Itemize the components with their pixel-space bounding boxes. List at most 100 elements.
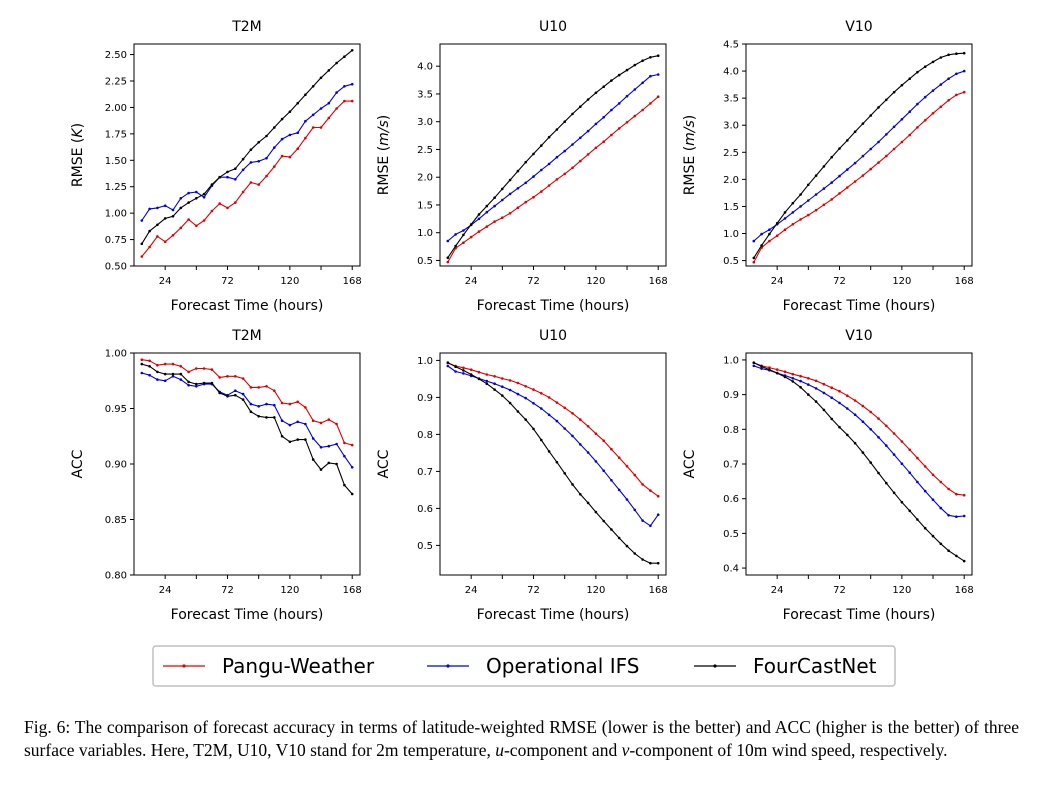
data-point-fourcastnet: [916, 70, 919, 74]
data-point-pangu-weather: [610, 447, 613, 451]
data-point-fourcastnet: [516, 410, 520, 413]
x-tick-label: 168: [955, 585, 974, 596]
data-point-fourcastnet: [649, 561, 652, 565]
data-point-fourcastnet: [799, 193, 802, 196]
data-point-fourcastnet: [218, 175, 221, 179]
plot-frame: [133, 352, 361, 576]
data-point-pangu-weather: [939, 480, 943, 484]
data-point-fourcastnet: [469, 223, 473, 226]
data-point-pangu-weather: [861, 404, 865, 408]
data-point-pangu-weather: [469, 235, 473, 239]
data-point-pangu-weather: [555, 178, 559, 181]
data-point-operational-ifs: [257, 405, 261, 408]
data-point-fourcastnet: [939, 56, 943, 59]
y-tick-label: 1.50: [105, 156, 127, 167]
data-point-operational-ifs: [493, 204, 496, 208]
data-point-fourcastnet: [775, 371, 779, 375]
data-point-pangu-weather: [586, 425, 590, 428]
data-point-fourcastnet: [908, 509, 911, 513]
data-point-pangu-weather: [156, 235, 159, 238]
x-tick-label: 168: [343, 276, 362, 287]
data-point-pangu-weather: [327, 418, 331, 421]
data-point-operational-ifs: [485, 379, 489, 383]
data-point-pangu-weather: [335, 422, 338, 426]
data-point-operational-ifs: [280, 137, 284, 141]
data-point-pangu-weather: [869, 410, 872, 414]
data-point-operational-ifs: [563, 149, 566, 153]
data-point-pangu-weather: [752, 260, 756, 264]
data-point-pangu-weather: [962, 90, 966, 94]
data-point-operational-ifs: [783, 217, 787, 220]
data-point-fourcastnet: [241, 157, 245, 161]
data-point-pangu-weather: [210, 368, 214, 371]
data-point-operational-ifs: [617, 488, 621, 492]
y-tick-label: 3.5: [417, 89, 433, 100]
data-point-pangu-weather: [768, 239, 771, 243]
data-point-pangu-weather: [501, 216, 504, 219]
data-point-operational-ifs: [241, 168, 245, 172]
y-tick-label: 4.5: [723, 40, 739, 51]
data-point-fourcastnet: [532, 152, 535, 156]
data-point-operational-ifs: [633, 88, 637, 91]
x-tick-label: 72: [221, 276, 234, 287]
data-point-operational-ifs: [311, 113, 315, 117]
data-point-fourcastnet: [171, 215, 175, 218]
data-point-pangu-weather: [846, 186, 849, 189]
data-point-pangu-weather: [900, 440, 904, 443]
data-point-fourcastnet: [783, 375, 787, 379]
data-point-fourcastnet: [516, 169, 520, 173]
data-point-pangu-weather: [649, 489, 652, 492]
data-point-fourcastnet: [288, 110, 292, 113]
x-axis-label: Forecast Time (hours): [477, 298, 630, 314]
data-point-operational-ifs: [195, 385, 198, 388]
chart-title: U10: [539, 328, 567, 344]
y-tick-label: 1.0: [723, 229, 739, 240]
y-tick-label: 2.5: [417, 145, 433, 156]
data-point-operational-ifs: [280, 419, 284, 423]
data-point-pangu-weather: [775, 368, 779, 371]
data-point-fourcastnet: [296, 438, 300, 441]
data-point-pangu-weather: [947, 99, 950, 102]
data-point-pangu-weather: [148, 245, 151, 249]
data-point-pangu-weather: [249, 386, 253, 389]
plot-frame: [439, 43, 667, 267]
data-point-pangu-weather: [288, 155, 292, 159]
series-line-pangu-weather: [753, 91, 965, 263]
data-point-pangu-weather: [304, 136, 307, 140]
data-point-fourcastnet: [783, 211, 787, 214]
data-point-operational-ifs: [304, 422, 307, 426]
data-point-operational-ifs: [916, 480, 919, 484]
data-point-pangu-weather: [311, 126, 315, 129]
data-point-operational-ifs: [853, 161, 857, 165]
data-point-pangu-weather: [257, 386, 261, 389]
data-point-operational-ifs: [446, 364, 450, 368]
data-point-operational-ifs: [532, 175, 535, 178]
chart-title: V10: [845, 19, 872, 35]
data-point-pangu-weather: [853, 180, 857, 183]
data-point-pangu-weather: [202, 367, 206, 370]
series-line-fourcastnet: [753, 362, 965, 562]
data-point-fourcastnet: [908, 77, 911, 80]
data-point-operational-ifs: [861, 420, 865, 424]
data-point-fourcastnet: [195, 197, 198, 200]
series-line-fourcastnet: [447, 362, 659, 564]
y-tick-label: 2.0: [723, 175, 739, 186]
data-point-pangu-weather: [908, 133, 911, 137]
data-point-operational-ifs: [799, 379, 802, 383]
data-point-operational-ifs: [319, 446, 323, 449]
data-point-operational-ifs: [633, 508, 637, 512]
y-tick-label: 1.00: [105, 349, 127, 360]
data-point-pangu-weather: [350, 443, 354, 447]
series-line-pangu-weather: [141, 100, 353, 257]
data-point-pangu-weather: [319, 126, 323, 129]
y-axis-label: ACC: [682, 449, 698, 478]
data-point-operational-ifs: [962, 514, 966, 518]
data-point-pangu-weather: [179, 226, 183, 230]
data-point-pangu-weather: [775, 234, 779, 237]
data-point-fourcastnet: [257, 415, 261, 418]
caption-v: v: [621, 740, 630, 760]
data-point-fourcastnet: [327, 461, 331, 465]
data-point-operational-ifs: [343, 85, 346, 88]
data-point-pangu-weather: [532, 388, 535, 391]
data-point-fourcastnet: [547, 135, 551, 139]
